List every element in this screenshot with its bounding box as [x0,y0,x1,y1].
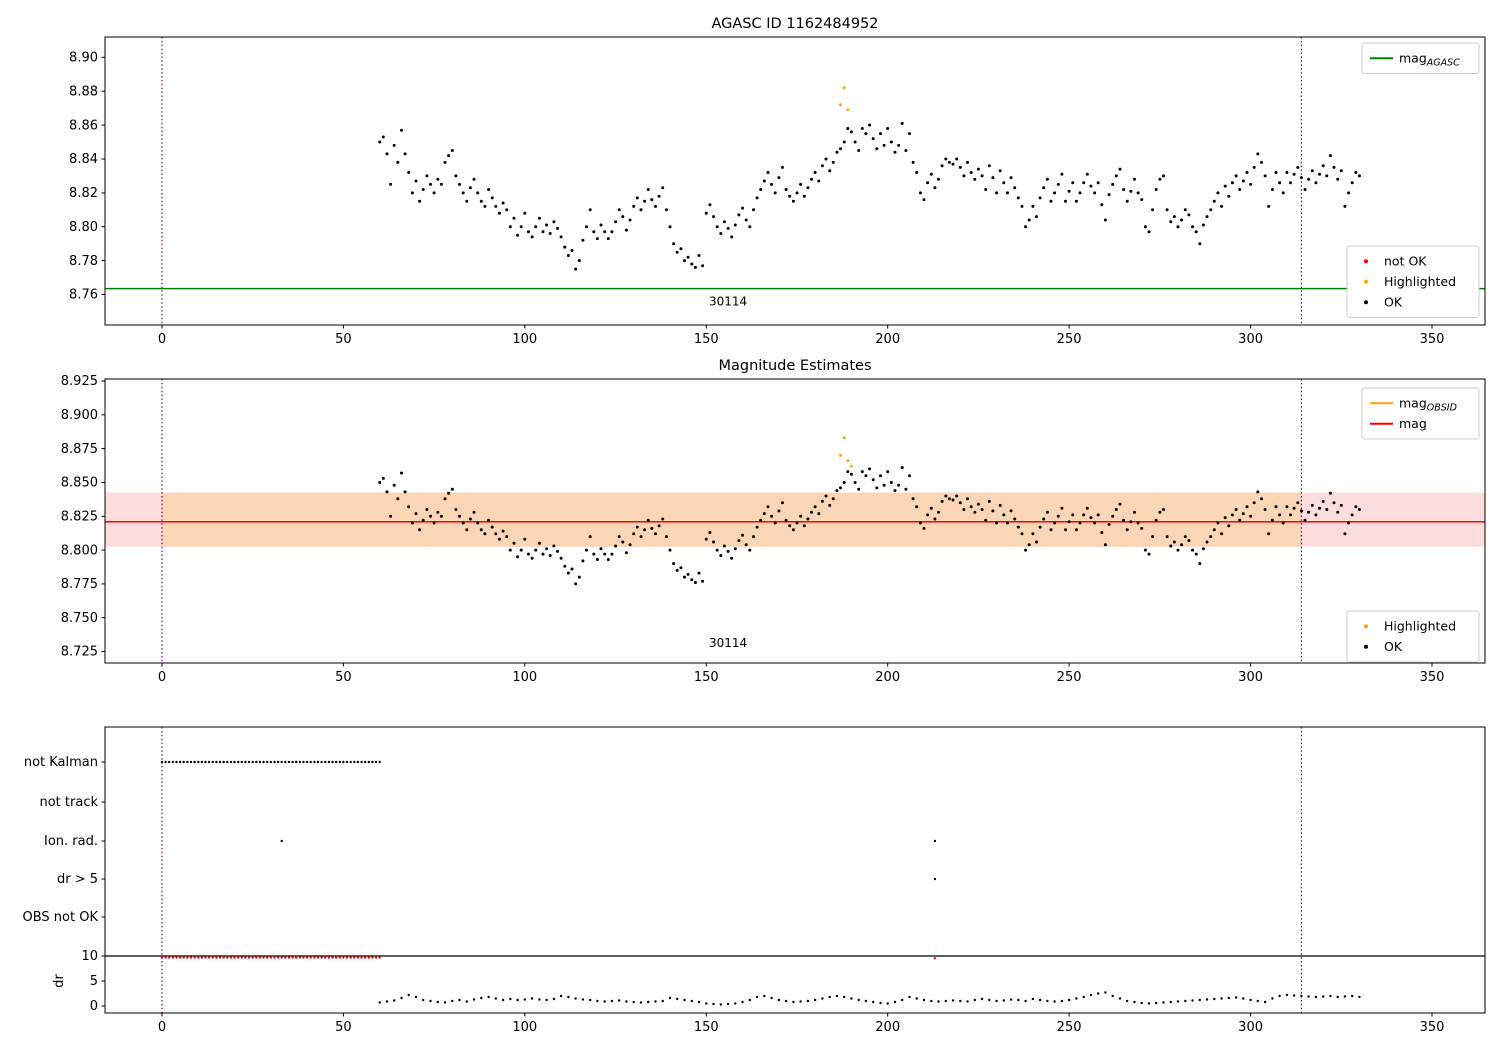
plot-magnitude-estimates-legend-1: Highlighted OK [1346,610,1480,663]
legend-label: not OK [1384,253,1427,268]
x-tick-label: 250 [1057,332,1082,347]
y-tick-label: 8.88 [69,84,98,99]
legend-box [1346,245,1480,318]
x-tick-label: 50 [335,1020,352,1035]
y-tick-label: not Kalman [24,755,98,770]
plot-agasc-legend-1: not OK Highlighted OK [1346,245,1480,318]
plot-flags-series-dr-not-ok-extra [933,957,937,960]
plot-magnitude-estimates-title: Magnitude Estimates [718,358,871,374]
y-tick-label: 8.84 [69,152,98,167]
y-tick-label: 8.850 [61,476,98,491]
y-tick-label: Ion. rad. [44,834,98,849]
y-tick-label: 8.76 [69,288,98,303]
x-tick-label: 200 [875,1020,900,1035]
y-tick-label: 8.86 [69,118,98,133]
y-tick-label: 8.80 [69,220,98,235]
x-tick-label: 300 [1238,1020,1263,1035]
x-tick-label: 100 [512,332,537,347]
legend-sample-dot [1364,624,1368,629]
y-tick-label: 5 [90,974,98,989]
x-tick-label: 150 [694,1020,719,1035]
legend-box [1346,610,1480,663]
legend-sample-dot [1364,279,1368,284]
legend-sample-dot [1364,644,1368,649]
x-tick-label: 350 [1420,670,1445,685]
x-tick-label: 250 [1057,1020,1082,1035]
plot-magnitude-estimates-legend-0: magOBSID mag [1361,387,1480,440]
plot-flags-series-dr-not-ok [160,956,381,959]
x-tick-label: 200 [875,332,900,347]
y-tick-label: 8.775 [61,577,98,592]
obsid-annotation: 30114 [709,636,747,650]
x-tick-label: 0 [158,670,166,685]
plot-magnitude-estimates: 0 50 100 150 200 250 300 350 8.725 8.750 8.775 8.80… [61,358,1486,685]
x-tick-label: 350 [1420,332,1445,347]
legend-label: Highlighted [1384,618,1456,633]
plot-agasc-series-Highlighted [839,86,850,112]
y-tick-label: OBS not OK [23,910,99,925]
x-tick-label: 0 [158,1020,166,1035]
y-tick-label: not track [39,795,98,810]
plot-flags-series-not-kalman [160,760,381,764]
y-axis-label: dr [52,974,67,988]
plot-magnitude-estimates-series-OK [378,466,1361,586]
legend-label: OK [1384,294,1403,309]
y-tick-label: 8.82 [69,186,98,201]
legend-label: magAGASC [1399,50,1460,68]
y-tick-label: 0 [90,999,98,1014]
plot-magnitude-estimates-series-Highlighted [839,436,853,468]
y-tick-label: 8.750 [61,611,98,626]
y-tick-label: 8.925 [61,374,98,389]
x-tick-label: 50 [335,670,352,685]
legend-label: OK [1384,639,1403,654]
legend-sample-dot [1364,300,1368,305]
x-tick-label: 200 [875,670,900,685]
legend-box [1361,42,1480,74]
y-tick-label: 10 [81,949,98,964]
obsid-annotation: 30114 [709,295,747,309]
plot-agasc-series-OK [378,121,1361,271]
legend-label: mag [1399,416,1427,431]
x-tick-label: 250 [1057,670,1082,685]
x-tick-label: 100 [512,1020,537,1035]
plot-agasc-title: AGASC ID 1162484952 [711,16,878,32]
plot-flags-frame [104,726,1486,1014]
y-tick-label: 8.875 [61,442,98,457]
plot-flags-series-ion-rad [280,839,937,843]
plot-magnitude-estimates-frame [104,378,1486,664]
y-tick-label: 8.825 [61,509,98,524]
plot-flags-series-dr-gt-5 [933,877,937,881]
x-tick-label: 300 [1238,670,1263,685]
x-tick-label: 0 [158,332,166,347]
y-tick-label: dr > 5 [57,872,98,887]
x-tick-label: 100 [512,670,537,685]
plot-agasc-legend-0: magAGASC [1361,42,1480,74]
x-tick-label: 150 [694,332,719,347]
y-tick-label: 8.78 [69,254,98,269]
plot-magnitude-estimates-band [162,492,1302,547]
x-tick-label: 350 [1420,1020,1445,1035]
x-tick-label: 300 [1238,332,1263,347]
x-tick-label: 150 [694,670,719,685]
y-tick-label: 8.800 [61,543,98,558]
legend-box [1361,387,1480,440]
plot-agasc-frame [104,36,1486,326]
y-tick-label: 8.725 [61,645,98,660]
plot-agasc: 0 50 100 150 200 250 300 350 8.76 8.78 8.80 8.82 8.8… [69,16,1486,347]
legend-sample-dot [1364,259,1368,264]
legend-label: Highlighted [1384,274,1456,289]
y-tick-label: 8.90 [69,50,98,65]
y-tick-label: 8.900 [61,408,98,423]
plot-flags-series-dr-ok [378,991,1361,1006]
x-tick-label: 50 [335,332,352,347]
legend-label: magOBSID [1399,395,1457,413]
